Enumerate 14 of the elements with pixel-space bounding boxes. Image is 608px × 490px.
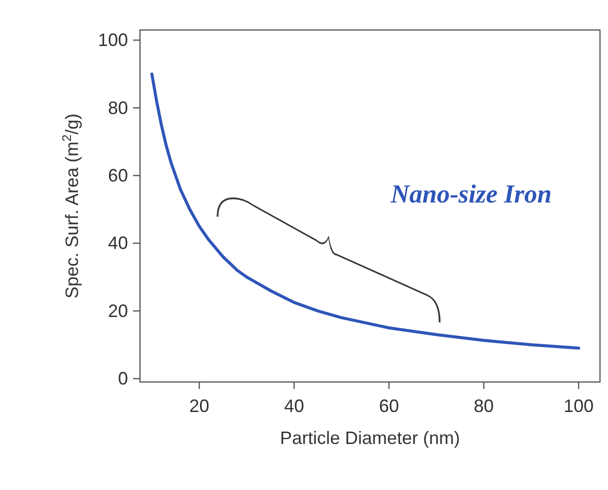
x-tick-label: 80 bbox=[474, 396, 494, 416]
y-tick-label: 40 bbox=[108, 233, 128, 254]
x-tick-label: 20 bbox=[189, 396, 210, 416]
x-tick-label: 40 bbox=[284, 396, 304, 416]
x-axis-title: Particle Diameter (nm) bbox=[280, 428, 460, 448]
x-tick-label: 60 bbox=[378, 396, 399, 416]
y-tick-label: 100 bbox=[98, 30, 128, 50]
y-tick-label: 0 bbox=[118, 368, 128, 389]
x-tick-label: 100 bbox=[564, 396, 594, 416]
line-series bbox=[150, 72, 580, 350]
annotation: Nano-size Iron bbox=[390, 179, 552, 208]
y-tick-label: 80 bbox=[108, 98, 128, 118]
y-tick-label: 60 bbox=[108, 166, 128, 186]
y-tick-label: 20 bbox=[108, 300, 128, 321]
